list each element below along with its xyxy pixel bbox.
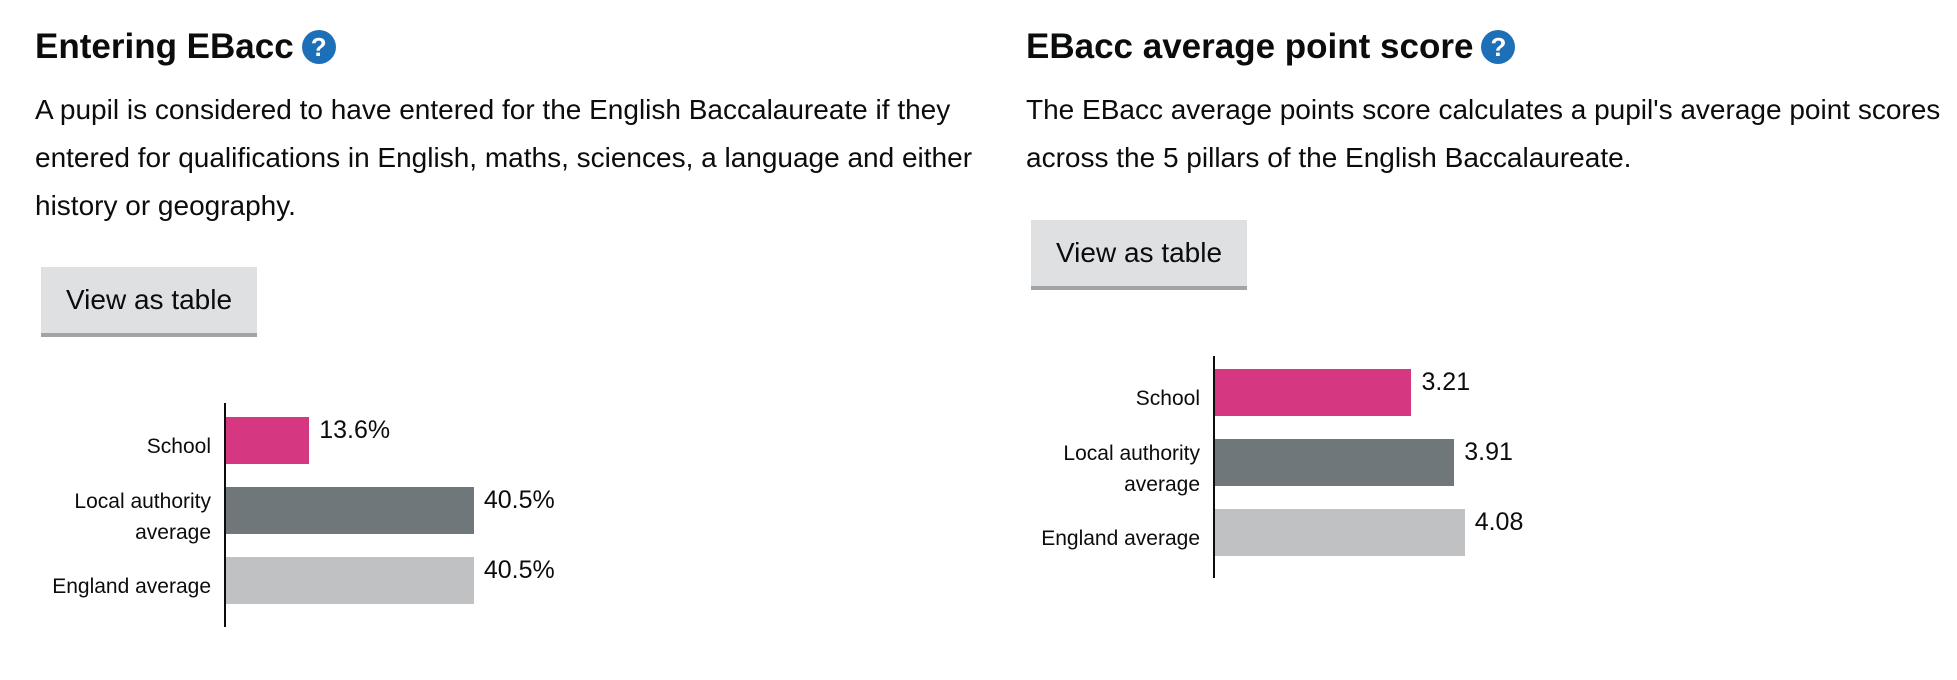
bar (1215, 439, 1455, 486)
axis-line (224, 403, 226, 627)
help-icon[interactable]: ? (1481, 30, 1516, 64)
view-table-button[interactable]: View as table (41, 267, 258, 337)
value-label: 40.5% (483, 486, 555, 514)
title-text: EBacc average point score (1026, 27, 1474, 66)
category-label: Local authority average (74, 489, 211, 544)
chart-title: EBacc average point score? (1026, 25, 1516, 69)
category-label: England average (1041, 527, 1200, 550)
value-label: 13.6% (319, 416, 391, 444)
description: The EBacc average points score calculate… (1026, 94, 1941, 173)
axis-line (1213, 356, 1215, 578)
bar (226, 417, 310, 464)
value-label: 3.91 (1464, 438, 1513, 466)
bar (226, 487, 474, 534)
bar (1215, 509, 1465, 556)
title-text: Entering EBacc (35, 27, 294, 66)
description: A pupil is considered to have entered fo… (35, 94, 973, 221)
value-label: 3.21 (1421, 368, 1471, 396)
help-icon[interactable]: ? (301, 30, 336, 64)
value-label: 40.5% (483, 556, 555, 584)
category-label: School (146, 435, 211, 458)
view-table-button[interactable]: View as table (1031, 220, 1248, 290)
chart-title: Entering EBacc? (35, 25, 336, 69)
category-label: Local authority average (1063, 441, 1200, 496)
category-label: School (1135, 387, 1200, 410)
bar (1215, 369, 1412, 416)
bar (226, 557, 474, 604)
value-label: 4.08 (1474, 508, 1524, 536)
category-label: England average (52, 575, 211, 598)
